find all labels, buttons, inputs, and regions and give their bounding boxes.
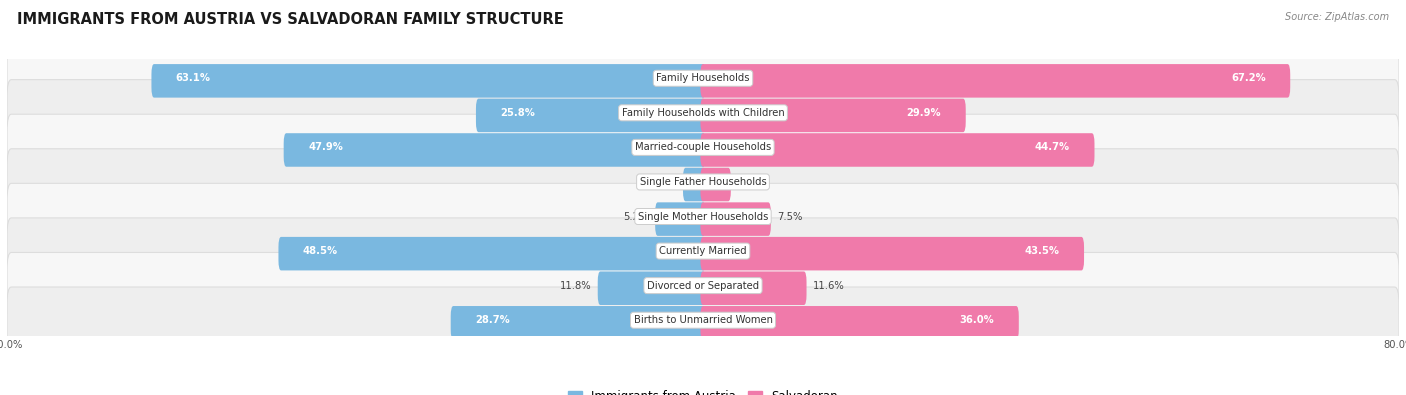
Text: 28.7%: 28.7% — [475, 315, 510, 325]
FancyBboxPatch shape — [700, 271, 807, 305]
Text: 67.2%: 67.2% — [1232, 73, 1265, 83]
Text: 5.2%: 5.2% — [624, 211, 650, 222]
FancyBboxPatch shape — [451, 306, 706, 340]
FancyBboxPatch shape — [7, 218, 1399, 284]
FancyBboxPatch shape — [7, 80, 1399, 146]
Text: 63.1%: 63.1% — [176, 73, 211, 83]
Text: Currently Married: Currently Married — [659, 246, 747, 256]
Text: 25.8%: 25.8% — [501, 108, 536, 118]
FancyBboxPatch shape — [700, 64, 1291, 98]
FancyBboxPatch shape — [700, 99, 966, 132]
FancyBboxPatch shape — [700, 168, 731, 201]
Text: Divorced or Separated: Divorced or Separated — [647, 280, 759, 291]
Text: Source: ZipAtlas.com: Source: ZipAtlas.com — [1285, 12, 1389, 22]
FancyBboxPatch shape — [284, 133, 706, 167]
Text: 2.9%: 2.9% — [737, 177, 762, 187]
FancyBboxPatch shape — [7, 114, 1399, 181]
Text: 36.0%: 36.0% — [960, 315, 994, 325]
Text: 48.5%: 48.5% — [302, 246, 337, 256]
FancyBboxPatch shape — [477, 99, 706, 132]
Text: 7.5%: 7.5% — [778, 211, 803, 222]
FancyBboxPatch shape — [700, 237, 1084, 271]
Text: Family Households with Children: Family Households with Children — [621, 108, 785, 118]
FancyBboxPatch shape — [7, 252, 1399, 319]
Text: 47.9%: 47.9% — [308, 142, 343, 152]
FancyBboxPatch shape — [7, 183, 1399, 250]
FancyBboxPatch shape — [7, 287, 1399, 354]
FancyBboxPatch shape — [7, 149, 1399, 215]
FancyBboxPatch shape — [683, 168, 706, 201]
Text: 29.9%: 29.9% — [907, 108, 942, 118]
Text: Family Households: Family Households — [657, 73, 749, 83]
Text: 11.8%: 11.8% — [560, 280, 592, 291]
Text: 43.5%: 43.5% — [1025, 246, 1060, 256]
FancyBboxPatch shape — [700, 306, 1019, 340]
Text: 2.0%: 2.0% — [651, 177, 676, 187]
Text: Married-couple Households: Married-couple Households — [636, 142, 770, 152]
FancyBboxPatch shape — [598, 271, 706, 305]
Text: IMMIGRANTS FROM AUSTRIA VS SALVADORAN FAMILY STRUCTURE: IMMIGRANTS FROM AUSTRIA VS SALVADORAN FA… — [17, 12, 564, 27]
FancyBboxPatch shape — [700, 133, 1094, 167]
FancyBboxPatch shape — [655, 202, 706, 236]
FancyBboxPatch shape — [152, 64, 706, 98]
Text: 44.7%: 44.7% — [1035, 142, 1070, 152]
Text: Single Mother Households: Single Mother Households — [638, 211, 768, 222]
Text: 11.6%: 11.6% — [813, 280, 845, 291]
FancyBboxPatch shape — [700, 202, 770, 236]
Legend: Immigrants from Austria, Salvadoran: Immigrants from Austria, Salvadoran — [562, 385, 844, 395]
Text: Births to Unmarried Women: Births to Unmarried Women — [634, 315, 772, 325]
FancyBboxPatch shape — [278, 237, 706, 271]
FancyBboxPatch shape — [7, 45, 1399, 111]
Text: Single Father Households: Single Father Households — [640, 177, 766, 187]
